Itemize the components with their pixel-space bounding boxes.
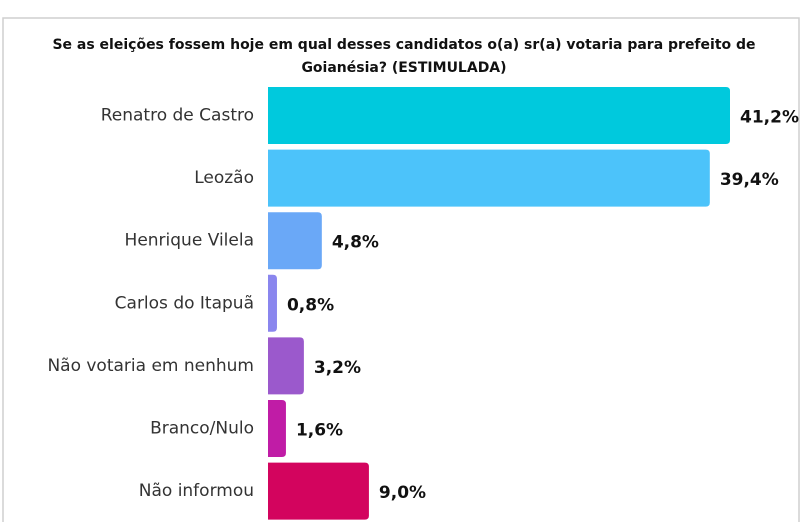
value-label: 0,8% [287,295,334,315]
bar [268,274,277,332]
category-label: Leozão [194,168,254,188]
category-label: Não votaria em nenhum [47,356,254,376]
frame [2,17,800,522]
category-label: Não informou [139,481,254,501]
value-label: 9,0% [379,483,426,503]
value-label: 39,4% [720,170,779,190]
value-label: 3,2% [314,358,361,378]
category-label: Henrique Vilela [125,231,254,251]
bar [268,87,730,144]
category-label: Branco/Nulo [150,419,254,439]
value-label: 4,8% [332,233,379,253]
bar [268,212,322,270]
value-label: 41,2% [740,108,799,128]
chart-title: Goianésia? (ESTIMULADA) [301,60,506,76]
bar [268,462,369,520]
category-label: Carlos do Itapuã [115,293,254,313]
chart-title: Se as eleições fossem hoje em qual desse… [52,37,755,53]
value-label: 1,6% [296,421,343,441]
bar [268,400,286,457]
bar [268,149,710,207]
category-label: Renatro de Castro [101,106,254,126]
bar [268,337,304,395]
